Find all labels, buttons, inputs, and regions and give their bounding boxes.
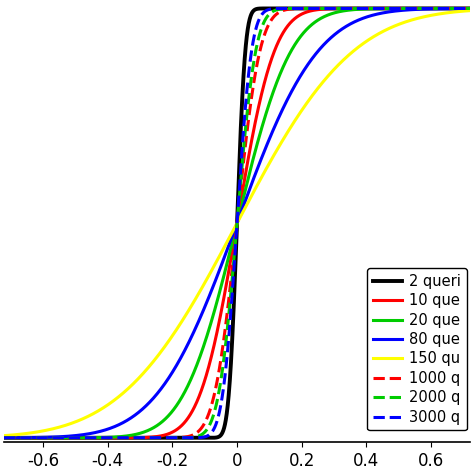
1000 q <box>467 6 473 11</box>
Line: 1000 q: 1000 q <box>0 9 474 438</box>
3000 q <box>328 6 333 11</box>
150 qu <box>178 321 183 327</box>
1000 q <box>381 6 387 11</box>
2000 q <box>354 6 360 11</box>
2000 q <box>467 6 473 11</box>
80 que <box>199 312 204 318</box>
1000 q <box>47 435 53 441</box>
2 queri <box>178 435 183 441</box>
3000 q <box>47 435 53 441</box>
Line: 10 que: 10 que <box>0 9 474 438</box>
Line: 20 que: 20 que <box>0 9 474 438</box>
10 que <box>178 424 183 429</box>
20 que <box>178 397 183 402</box>
2 queri <box>47 435 53 441</box>
1000 q <box>199 425 204 431</box>
150 qu <box>467 8 473 13</box>
2 queri <box>76 435 82 441</box>
20 que <box>415 6 420 11</box>
2000 q <box>199 432 204 438</box>
80 que <box>47 434 53 440</box>
80 que <box>76 432 82 438</box>
Line: 2 queri: 2 queri <box>0 9 474 438</box>
2000 q <box>178 435 183 441</box>
150 qu <box>415 16 420 21</box>
80 que <box>467 6 473 11</box>
20 que <box>467 6 473 11</box>
Line: 3000 q: 3000 q <box>0 9 474 438</box>
150 qu <box>76 418 82 423</box>
20 que <box>76 435 82 441</box>
3000 q <box>415 6 421 11</box>
10 que <box>199 387 204 393</box>
1000 q <box>178 435 183 440</box>
20 que <box>47 435 53 441</box>
2000 q <box>47 435 53 441</box>
10 que <box>415 6 420 11</box>
Line: 2000 q: 2000 q <box>0 9 474 438</box>
1000 q <box>76 435 82 441</box>
2 queri <box>467 6 473 11</box>
80 que <box>415 7 420 12</box>
3000 q <box>178 435 183 441</box>
10 que <box>467 6 473 11</box>
2 queri <box>288 6 293 11</box>
2000 q <box>415 6 421 11</box>
2000 q <box>76 435 82 441</box>
1000 q <box>415 6 421 11</box>
Line: 80 que: 80 que <box>0 9 474 438</box>
150 qu <box>47 427 53 432</box>
3000 q <box>199 435 204 440</box>
10 que <box>76 435 82 441</box>
Legend: 2 queri, 10 que, 20 que, 80 que, 150 qu, 1000 q, 2000 q, 3000 q: 2 queri, 10 que, 20 que, 80 que, 150 qu,… <box>367 268 467 430</box>
20 que <box>199 349 204 355</box>
150 qu <box>199 286 204 292</box>
Line: 150 qu: 150 qu <box>0 10 474 436</box>
3000 q <box>467 6 473 11</box>
2 queri <box>199 435 204 441</box>
80 que <box>178 356 183 361</box>
10 que <box>47 435 53 441</box>
2 queri <box>415 6 421 11</box>
3000 q <box>76 435 82 441</box>
